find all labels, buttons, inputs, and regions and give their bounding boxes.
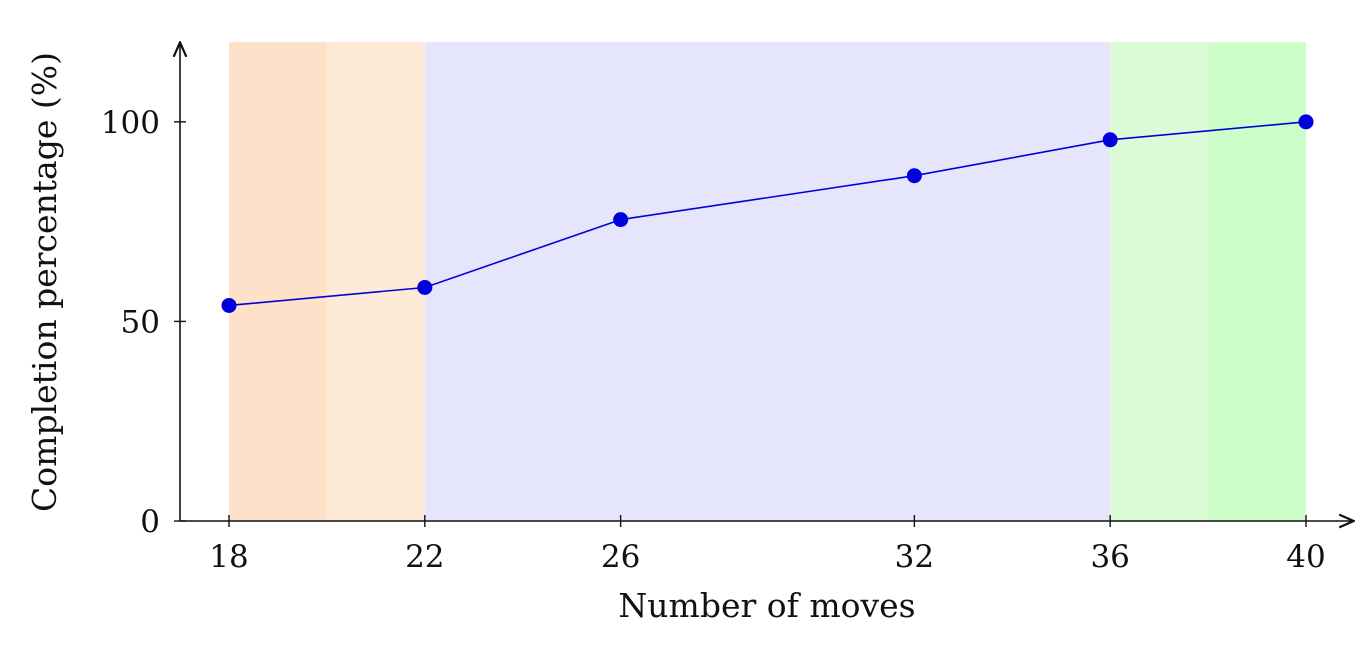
x-tick-label: 18 <box>209 539 248 575</box>
y-tick-label: 50 <box>121 304 160 340</box>
shaded-region-2 <box>424 42 1111 521</box>
x-tick-label: 22 <box>405 539 444 575</box>
x-tick-label: 26 <box>601 539 640 575</box>
y-axis-label: Completion percentage (%) <box>25 52 64 512</box>
data-point <box>613 212 629 228</box>
shaded-region-3 <box>1110 42 1209 521</box>
x-tick-label: 36 <box>1090 539 1129 575</box>
x-tick-label: 40 <box>1286 539 1325 575</box>
x-axis-label: Number of moves <box>618 586 915 625</box>
shaded-region-1 <box>326 42 425 521</box>
shaded-region-0 <box>229 42 327 521</box>
data-point <box>1102 132 1118 148</box>
y-tick-label: 100 <box>101 105 160 141</box>
ticks: 18 22 26 32 36 40 0 50 100 <box>101 105 1326 575</box>
axes <box>180 44 1352 521</box>
data-point <box>221 297 237 313</box>
series <box>221 114 1314 313</box>
data-point <box>1298 114 1314 130</box>
shaded-region-4 <box>1208 42 1306 521</box>
data-point <box>906 168 922 184</box>
data-point <box>417 279 433 295</box>
series-line <box>228 121 1307 307</box>
y-tick-label: 0 <box>140 504 160 540</box>
shaded-regions <box>229 42 1306 521</box>
x-tick-label: 32 <box>895 539 934 575</box>
